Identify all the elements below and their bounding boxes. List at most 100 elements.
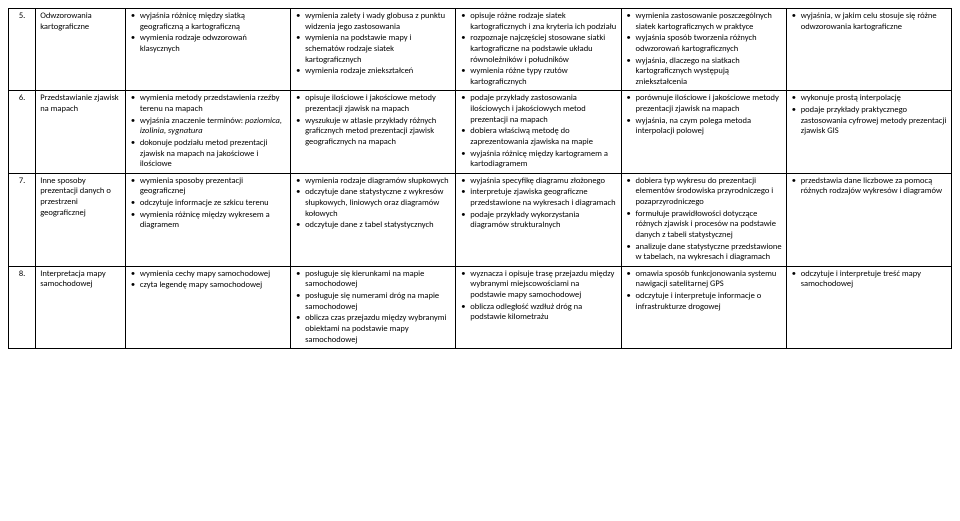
bullet-item: wymienia na podstawie mapy i schematów r… bbox=[305, 33, 451, 65]
level-col-5: przedstawia dane liczbowe za pomocą różn… bbox=[786, 173, 951, 266]
bullet-list: wymienia sposoby prezentacji geograficzn… bbox=[130, 176, 286, 231]
bullet-list: podaje przykłady zastosowania ilościowyc… bbox=[460, 93, 616, 169]
bullet-list: dobiera typ wykresu do prezentacji eleme… bbox=[626, 176, 782, 263]
level-col-3: opisuje różne rodzaje siatek kartografic… bbox=[456, 9, 621, 91]
bullet-item: wymienia zastosowanie poszczególnych sia… bbox=[636, 11, 782, 32]
level-col-2: opisuje ilościowe i jakościowe metody pr… bbox=[291, 91, 456, 173]
bullet-item: wymienia rodzaje zniekształceń bbox=[305, 66, 451, 77]
level-col-3: podaje przykłady zastosowania ilościowyc… bbox=[456, 91, 621, 173]
row-number: 7. bbox=[9, 173, 36, 266]
bullet-item: porównuje ilościowe i jakościowe metody … bbox=[636, 93, 782, 114]
curriculum-table: 5.Odwzorowania kartograficzne wyjaśnia ró… bbox=[8, 8, 952, 349]
bullet-item: omawia sposób funkcjonowania systemu naw… bbox=[636, 269, 782, 290]
bullet-item: wymienia różne typy rzutów kartograficzn… bbox=[470, 66, 616, 87]
bullet-item: wyjaśnia, dlaczego na siatkach kartograf… bbox=[636, 56, 782, 88]
bullet-list: wykonuje prostą interpolacjępodaje przyk… bbox=[791, 93, 947, 137]
bullet-list: omawia sposób funkcjonowania systemu naw… bbox=[626, 269, 782, 313]
level-col-1: wymienia sposoby prezentacji geograficzn… bbox=[125, 173, 290, 266]
bullet-list: przedstawia dane liczbowe za pomocą różn… bbox=[791, 176, 947, 197]
bullet-item: podaje przykłady zastosowania ilościowyc… bbox=[470, 93, 616, 125]
bullet-item: wymienia różnicę między wykresem a diagr… bbox=[140, 210, 286, 231]
bullet-item: opisuje ilościowe i jakościowe metody pr… bbox=[305, 93, 451, 114]
level-col-2: wymienia zalety i wady globusa z punktu … bbox=[291, 9, 456, 91]
bullet-item: posługuje się numerami dróg na mapie sam… bbox=[305, 291, 451, 312]
level-col-4: dobiera typ wykresu do prezentacji eleme… bbox=[621, 173, 786, 266]
bullet-item: wyznacza i opisuje trasę przejazdu międz… bbox=[470, 269, 616, 301]
level-col-3: wyjaśnia specyfikę diagramu złożonegoint… bbox=[456, 173, 621, 266]
bullet-item: formułuje prawidłowości dotyczące różnyc… bbox=[636, 209, 782, 241]
bullet-item: wymienia rodzaje odwzorowań klasycznych bbox=[140, 33, 286, 54]
bullet-item: wykonuje prostą interpolację bbox=[801, 93, 947, 104]
bullet-list: posługuje się kierunkami na mapie samoch… bbox=[295, 269, 451, 345]
bullet-list: wyjaśnia różnicę między siatką geografic… bbox=[130, 11, 286, 55]
bullet-item: analizuje dane statystyczne przedstawion… bbox=[636, 242, 782, 263]
level-col-2: wymienia rodzaje diagramów słupkowychodc… bbox=[291, 173, 456, 266]
bullet-list: wymienia cechy mapy samochodowejczyta le… bbox=[130, 269, 286, 291]
table-row: 8.Interpretacja mapy samochodowejwymieni… bbox=[9, 266, 952, 348]
bullet-item: wyjaśnia, na czym polega metoda interpol… bbox=[636, 116, 782, 137]
level-col-3: wyznacza i opisuje trasę przejazdu międz… bbox=[456, 266, 621, 348]
bullet-item: wymienia cechy mapy samochodowej bbox=[140, 269, 286, 280]
row-topic: Odwzorowania kartograficzne bbox=[36, 9, 126, 91]
table-row: 6.Przedstawianie zjawisk na mapach wymien… bbox=[9, 91, 952, 173]
bullet-list: wyjaśnia specyfikę diagramu złożonegoint… bbox=[460, 176, 616, 231]
row-topic: Przedstawianie zjawisk na mapach bbox=[36, 91, 126, 173]
bullet-item: opisuje różne rodzaje siatek kartografic… bbox=[470, 11, 616, 32]
bullet-item: wymienia metody przedstawienia rzeźby te… bbox=[140, 93, 286, 114]
row-topic: Interpretacja mapy samochodowej bbox=[36, 266, 126, 348]
bullet-list: wyjaśnia, w jakim celu stosuje się różne… bbox=[791, 11, 947, 32]
bullet-item: wyjaśnia różnicę między kartogramem a ka… bbox=[470, 149, 616, 170]
row-number: 5. bbox=[9, 9, 36, 91]
bullet-item: odczytuje dane z tabel statystycznych bbox=[305, 220, 451, 231]
level-col-4: wymienia zastosowanie poszczególnych sia… bbox=[621, 9, 786, 91]
level-col-1: wymienia cechy mapy samochodowejczyta le… bbox=[125, 266, 290, 348]
level-col-1: wyjaśnia różnicę między siatką geografic… bbox=[125, 9, 290, 91]
level-col-2: posługuje się kierunkami na mapie samoch… bbox=[291, 266, 456, 348]
level-col-5: odczytuje i interpretuje treść mapy samo… bbox=[786, 266, 951, 348]
bullet-item: wyjaśnia znaczenie terminów: poziomica, … bbox=[140, 116, 286, 137]
table-row: 5.Odwzorowania kartograficzne wyjaśnia ró… bbox=[9, 9, 952, 91]
bullet-list: wymienia zalety i wady globusa z punktu … bbox=[295, 11, 451, 77]
bullet-item: przedstawia dane liczbowe za pomocą różn… bbox=[801, 176, 947, 197]
bullet-item: czyta legendę mapy samochodowej bbox=[140, 280, 286, 291]
bullet-item: dokonuje podziału metod prezentacji zjaw… bbox=[140, 138, 286, 170]
bullet-item: dobiera typ wykresu do prezentacji eleme… bbox=[636, 176, 782, 208]
bullet-item: odczytuje informacje ze szkicu terenu bbox=[140, 198, 286, 209]
bullet-item: odczytuje i interpretuje informacje o in… bbox=[636, 291, 782, 312]
bullet-item: wyjaśnia, w jakim celu stosuje się różne… bbox=[801, 11, 947, 32]
bullet-item: podaje przykłady wykorzystania diagramów… bbox=[470, 210, 616, 231]
level-col-4: omawia sposób funkcjonowania systemu naw… bbox=[621, 266, 786, 348]
bullet-item: dobiera właściwą metodę do zaprezentowan… bbox=[470, 126, 616, 147]
row-topic: Inne sposoby prezentacji danych o przest… bbox=[36, 173, 126, 266]
level-col-5: wykonuje prostą interpolacjępodaje przyk… bbox=[786, 91, 951, 173]
bullet-item: podaje przykłady praktycznego zastosowan… bbox=[801, 105, 947, 137]
bullet-item: wymienia zalety i wady globusa z punktu … bbox=[305, 11, 451, 32]
bullet-item: odczytuje i interpretuje treść mapy samo… bbox=[801, 269, 947, 290]
bullet-item: wyjaśnia specyfikę diagramu złożonego bbox=[470, 176, 616, 187]
bullet-list: wymienia zastosowanie poszczególnych sia… bbox=[626, 11, 782, 87]
bullet-list: porównuje ilościowe i jakościowe metody … bbox=[626, 93, 782, 137]
bullet-list: wymienia rodzaje diagramów słupkowychodc… bbox=[295, 176, 451, 231]
bullet-item: oblicza odległość wzdłuż dróg na podstaw… bbox=[470, 302, 616, 323]
bullet-item: rozpoznaje najczęściej stosowane siatki … bbox=[470, 33, 616, 65]
level-col-1: wymienia metody przedstawienia rzeźby te… bbox=[125, 91, 290, 173]
bullet-list: wyznacza i opisuje trasę przejazdu międz… bbox=[460, 269, 616, 323]
bullet-item: wymienia sposoby prezentacji geograficzn… bbox=[140, 176, 286, 197]
bullet-item: interpretuje zjawiska geograficzne przed… bbox=[470, 187, 616, 208]
bullet-list: odczytuje i interpretuje treść mapy samo… bbox=[791, 269, 947, 290]
level-col-5: wyjaśnia, w jakim celu stosuje się różne… bbox=[786, 9, 951, 91]
bullet-list: wymienia metody przedstawienia rzeźby te… bbox=[130, 93, 286, 169]
row-number: 8. bbox=[9, 266, 36, 348]
bullet-item: wyjaśnia różnicę między siatką geografic… bbox=[140, 11, 286, 32]
bullet-item: wyjaśnia sposób tworzenia różnych odwzor… bbox=[636, 33, 782, 54]
table-row: 7.Inne sposoby prezentacji danych o prze… bbox=[9, 173, 952, 266]
row-number: 6. bbox=[9, 91, 36, 173]
bullet-list: opisuje ilościowe i jakościowe metody pr… bbox=[295, 93, 451, 147]
bullet-item: wymienia rodzaje diagramów słupkowych bbox=[305, 176, 451, 187]
level-col-4: porównuje ilościowe i jakościowe metody … bbox=[621, 91, 786, 173]
bullet-item: posługuje się kierunkami na mapie samoch… bbox=[305, 269, 451, 290]
bullet-item: odczytuje dane statystyczne z wykresów s… bbox=[305, 187, 451, 219]
bullet-list: opisuje różne rodzaje siatek kartografic… bbox=[460, 11, 616, 87]
bullet-item: wyszukuje w atlasie przykłady różnych gr… bbox=[305, 116, 451, 148]
bullet-item: oblicza czas przejazdu między wybranymi … bbox=[305, 313, 451, 345]
